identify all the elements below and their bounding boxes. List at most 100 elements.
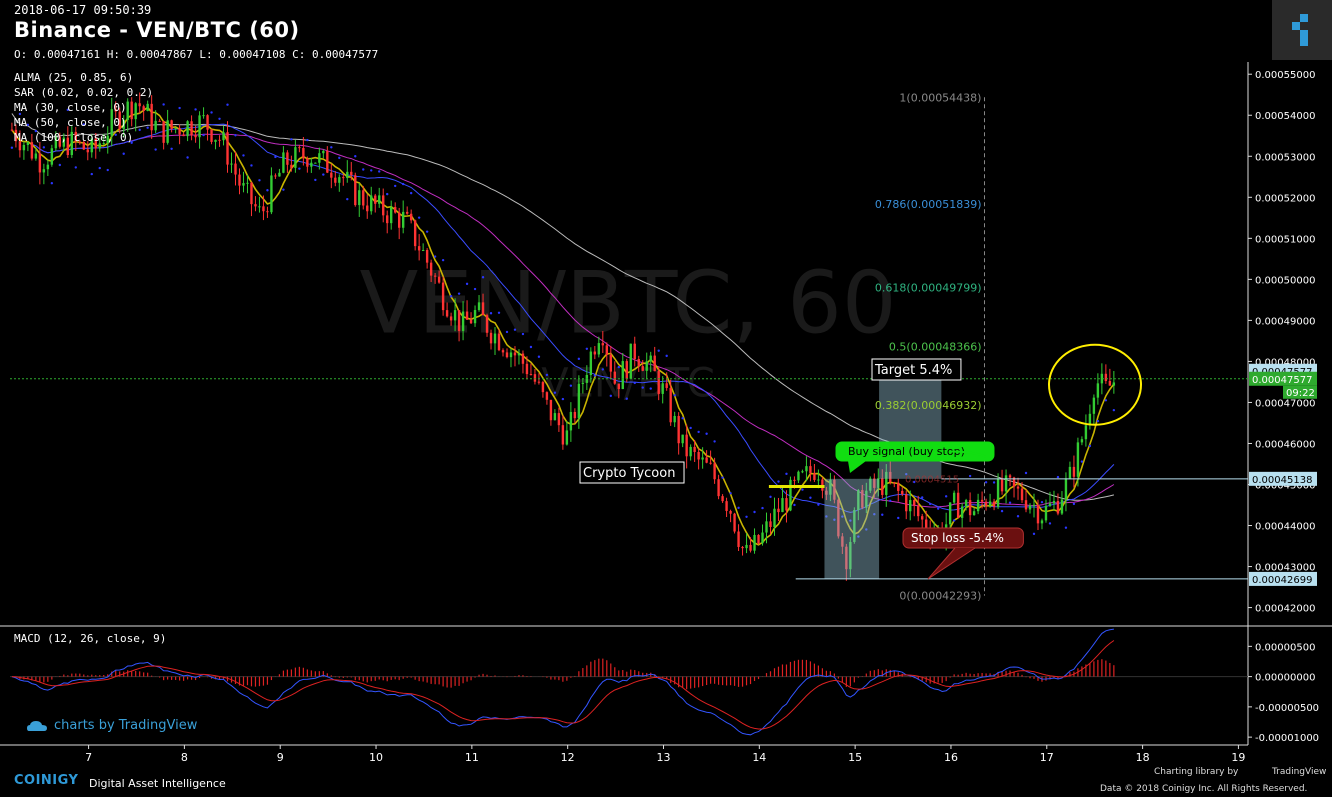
candle-body <box>601 343 605 346</box>
candle-body <box>1044 505 1048 521</box>
sar-dot <box>865 528 868 531</box>
sar-dot <box>449 295 453 298</box>
chart-svg[interactable]: VEN/BTC, 60 VEN/BTC 0.00055000 0.00054000 0.… <box>0 62 1332 786</box>
candle-body <box>621 361 624 390</box>
candle-body <box>625 361 628 379</box>
sar-dot <box>425 230 429 233</box>
candle <box>110 97 113 147</box>
candle-body <box>102 143 105 145</box>
candle-body <box>1000 478 1004 492</box>
candle <box>122 115 125 138</box>
candle <box>218 135 221 147</box>
sar-dot <box>921 496 924 499</box>
candle-body <box>210 129 213 142</box>
candle <box>314 162 317 164</box>
candle-body <box>725 501 728 511</box>
candle <box>378 187 381 208</box>
candle-body <box>346 171 349 179</box>
candle-body <box>1072 466 1076 477</box>
candle <box>1112 371 1116 394</box>
tradingview-link[interactable]: charts by TradingView <box>26 718 197 733</box>
candle-body <box>733 513 736 532</box>
sar-dot <box>577 357 581 361</box>
candle-body <box>374 195 377 204</box>
candle <box>230 152 233 173</box>
sar-dot <box>601 368 605 371</box>
candle <box>721 494 724 503</box>
candle-body <box>306 158 309 167</box>
candle-body <box>318 153 321 163</box>
candle-body <box>521 353 525 364</box>
legend-alma: ALMA (25, 0.85, 6) <box>14 71 134 84</box>
candle-body <box>130 101 133 120</box>
fib-label: 0.5(0.00048366) <box>889 340 982 353</box>
candle <box>725 497 728 517</box>
candle-body <box>801 471 804 473</box>
sar-dot <box>897 516 900 520</box>
candle-body <box>833 479 836 500</box>
candle-body <box>1024 500 1028 510</box>
candle <box>577 375 581 429</box>
candle-body <box>34 153 38 159</box>
sar-dot <box>617 365 620 369</box>
candle <box>382 188 385 223</box>
sar-dot <box>833 518 836 521</box>
sar-dot <box>1072 502 1076 506</box>
candle <box>841 533 844 554</box>
sar-dot <box>138 128 141 132</box>
candle <box>449 312 453 326</box>
macd-signal-line <box>11 640 1115 730</box>
sar-dot <box>753 510 756 514</box>
tradingview-credit: TradingView <box>1272 767 1327 777</box>
candle <box>346 160 349 183</box>
sar-dot <box>210 111 213 114</box>
candle <box>533 369 537 385</box>
candle-body <box>1060 499 1064 514</box>
price-marker <box>1249 571 1317 586</box>
x-tick-label: 8 <box>181 751 188 764</box>
sar-dot <box>913 480 916 484</box>
price-marker-label: 0.00042699 <box>1252 575 1312 586</box>
candle-body <box>254 204 257 207</box>
candle-body <box>581 382 585 384</box>
candle <box>813 463 816 482</box>
candle <box>569 402 573 442</box>
candle <box>386 210 389 234</box>
candle <box>150 95 153 139</box>
candle-body <box>266 211 269 213</box>
candle-body <box>853 510 856 542</box>
candle <box>358 183 361 217</box>
candle-body <box>657 371 660 394</box>
candle <box>1072 455 1076 488</box>
candle <box>1020 482 1024 503</box>
sar-dot <box>928 502 932 506</box>
candle-body <box>513 352 517 356</box>
candle-body <box>857 490 860 511</box>
candle-body <box>362 190 365 206</box>
candle <box>617 383 620 399</box>
sar-dot <box>298 167 301 170</box>
y-tick-label: 0.00047000 <box>1255 398 1315 409</box>
candle-body <box>1088 413 1092 426</box>
candle <box>761 524 764 546</box>
sar-dot <box>10 146 14 149</box>
candle <box>861 484 864 510</box>
candle <box>745 533 748 554</box>
candle <box>1040 518 1044 530</box>
sar-dot <box>354 155 357 158</box>
candle-body <box>769 521 772 527</box>
candle <box>82 140 85 151</box>
candle <box>653 346 656 372</box>
candle-body <box>549 399 553 421</box>
coinigy-logo-icon[interactable] <box>1272 0 1332 60</box>
candle <box>557 407 561 432</box>
sar-dot <box>465 282 469 286</box>
candle <box>833 475 836 504</box>
candle <box>641 359 644 372</box>
candle <box>238 168 241 195</box>
candle-body <box>805 466 808 472</box>
candle <box>202 107 205 119</box>
candle-body <box>1004 475 1008 492</box>
candle-body <box>358 190 361 206</box>
candle-body <box>509 352 513 358</box>
